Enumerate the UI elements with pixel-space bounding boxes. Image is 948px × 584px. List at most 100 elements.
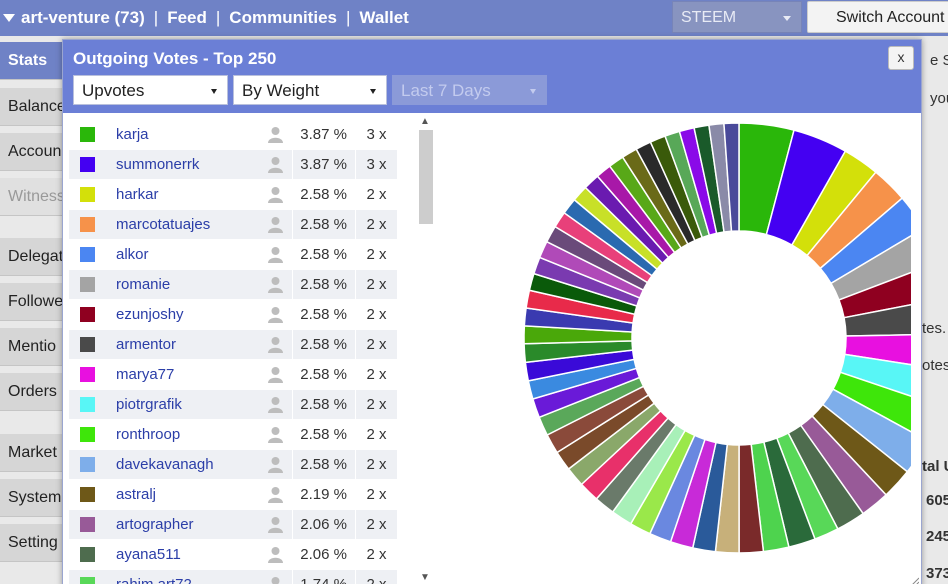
user-icon[interactable] [267,276,284,293]
user-icon[interactable] [267,186,284,203]
sidebar-item-system[interactable]: System [0,479,70,517]
background-text: otes [922,357,948,374]
color-swatch [80,427,95,442]
list-item: romanie 2.58 % 2 x [69,270,397,299]
user-icon[interactable] [267,456,284,473]
sidebar-item-market[interactable]: Market [0,434,70,472]
voter-name-link[interactable]: davekavanagh [116,456,214,473]
voter-name-link[interactable]: ronthroop [116,426,181,443]
vote-type-select[interactable]: Upvotes [73,75,228,105]
voter-cell: artographer [69,510,292,539]
list-item: harkar 2.58 % 2 x [69,180,397,209]
sidebar-item-settings[interactable]: Setting [0,524,70,562]
chevron-down-icon [211,89,217,94]
voter-cell: summonerrk [69,150,292,179]
color-swatch [80,547,95,562]
user-icon[interactable] [267,366,284,383]
user-icon[interactable] [267,546,284,563]
color-swatch [80,577,95,584]
sort-value: By Weight [242,81,320,100]
sidebar-item-followers[interactable]: Followe [0,283,70,321]
user-icon[interactable] [267,216,284,233]
voter-name-link[interactable]: ezunjoshy [116,306,184,323]
votes-donut-chart [523,122,911,554]
vote-count: 2 x [356,480,397,509]
color-swatch [80,487,95,502]
background-text: e SP [930,52,948,69]
color-swatch [80,337,95,352]
user-icon[interactable] [267,516,284,533]
voter-name-link[interactable]: marcotatuajes [116,216,211,233]
scroll-up-icon[interactable]: ▲ [420,116,430,127]
list-item: ayana511 2.06 % 2 x [69,540,397,569]
user-icon[interactable] [267,126,284,143]
sort-select[interactable]: By Weight [233,75,387,105]
vote-percent: 2.06 % [293,510,355,539]
list-item: marcotatuajes 2.58 % 2 x [69,210,397,239]
nav-link-feed[interactable]: Feed [167,8,207,27]
vote-percent: 3.87 % [293,120,355,149]
voter-name-link[interactable]: alkor [116,246,149,263]
votes-list: karja 3.87 % 3 x summonerrk 3.87 % 3 x harkar 2… [69,120,397,584]
list-item: alkor 2.58 % 2 x [69,240,397,269]
close-button[interactable]: x [888,46,914,70]
donut-slice-other-40[interactable] [723,122,740,233]
vote-count: 2 x [356,540,397,569]
color-swatch [80,277,95,292]
sidebar-item-balance[interactable]: Balance [0,88,70,126]
chevron-down-icon[interactable] [3,14,15,22]
list-scrollbar[interactable]: ▲ ▼ [415,116,435,584]
user-icon[interactable] [267,306,284,323]
voter-name-link[interactable]: karja [116,126,149,143]
sidebar-item-stats[interactable]: Stats [0,42,70,80]
sidebar-item-mentions[interactable]: Mentio [0,328,70,366]
user-icon[interactable] [267,426,284,443]
voter-cell: ezunjoshy [69,300,292,329]
nav-separator: | [345,8,351,27]
background-text: 373 [926,565,948,582]
list-item: ronthroop 2.58 % 2 x [69,420,397,449]
background-text: 245 [926,528,948,545]
vote-percent: 1.74 % [293,570,355,584]
voter-name-link[interactable]: romanie [116,276,171,293]
sidebar-item-orders[interactable]: Orders [0,373,70,411]
user-icon[interactable] [267,156,284,173]
color-swatch [80,457,95,472]
sidebar: Stats Balance Accoun Witness Delegat Fol… [0,36,70,584]
voter-name-link[interactable]: piotrgrafik [116,396,182,413]
list-item: artographer 2.06 % 2 x [69,510,397,539]
nav-link-communities[interactable]: Communities [229,8,337,27]
voter-name-link[interactable]: summonerrk [116,156,200,173]
sidebar-item-account[interactable]: Accoun [0,133,70,171]
voter-name-link[interactable]: artographer [116,516,194,533]
user-icon[interactable] [267,246,284,263]
scroll-down-icon[interactable]: ▼ [420,572,430,583]
voter-name-link[interactable]: astralj [116,486,157,503]
vote-percent: 2.06 % [293,540,355,569]
voter-name-link[interactable]: marya77 [116,366,175,383]
resize-handle-icon[interactable] [909,576,919,584]
user-icon[interactable] [267,486,284,503]
chain-select[interactable]: STEEM [672,1,802,33]
vote-count: 2 x [356,240,397,269]
voter-cell: armentor [69,330,292,359]
sidebar-item-delegation[interactable]: Delegat [0,238,70,276]
background-text: you [930,90,948,107]
voter-cell: davekavanagh [69,450,292,479]
sidebar-item-witness[interactable]: Witness [0,178,70,216]
vote-count: 2 x [356,420,397,449]
voter-name-link[interactable]: armentor [116,336,177,353]
switch-account-button[interactable]: Switch Account [807,1,948,33]
voter-name-link[interactable]: rahim.art72 [116,570,192,584]
user-icon[interactable] [267,576,284,584]
vote-percent: 2.58 % [293,180,355,209]
voter-name-link[interactable]: harkar [116,186,159,203]
scroll-thumb[interactable] [419,130,433,224]
period-select[interactable]: Last 7 Days [392,75,547,105]
user-icon[interactable] [267,396,284,413]
account-menu-link[interactable]: art-venture (73) [21,8,145,27]
user-icon[interactable] [267,336,284,353]
voter-name-link[interactable]: ayana511 [116,546,181,563]
dialog-header: Outgoing Votes - Top 250 x Upvotes By We… [63,40,921,113]
nav-link-wallet[interactable]: Wallet [359,8,409,27]
